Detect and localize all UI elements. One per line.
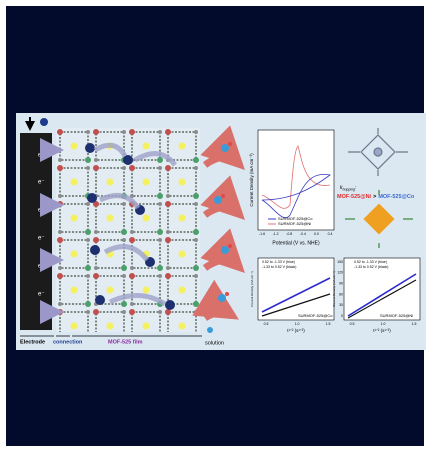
tick-label: 120 xyxy=(337,271,343,275)
legend: -1.33 to 0.52 V (black) xyxy=(262,265,296,269)
tick-label: -0.4 xyxy=(300,232,306,236)
tick-label: -1.6 xyxy=(259,232,265,236)
film-label: MOF-525 film xyxy=(108,339,143,345)
tick-label: 1.0 xyxy=(381,322,386,326)
legend: 0.52 to -1.33 V (blue) xyxy=(262,260,295,264)
y-label: Current Density (mA cm⁻²) xyxy=(332,271,336,306)
subscript: hopping xyxy=(343,187,356,191)
electron: e⁻ xyxy=(38,264,45,270)
x-label: t¹ᐟ² (s¹ᐟ²) xyxy=(287,328,305,333)
electron: e⁻ xyxy=(38,153,45,159)
cv-panel: Current Density (mA cm⁻²) Potential (V v… xyxy=(249,130,334,246)
connection-label: connection xyxy=(53,339,83,345)
tick-label: 30 xyxy=(339,303,343,307)
hopping-order: MOF-525@Ni>MOF-525@Co xyxy=(337,194,415,200)
electrode-label: Electrode xyxy=(20,339,45,345)
plot-name: SURMOF-525@Co xyxy=(298,313,333,318)
solution-label: solution xyxy=(205,340,224,346)
cv-legend: SURMOF-525@Ni xyxy=(278,221,311,226)
tick-label: 90 xyxy=(339,282,343,286)
left: MOF-525@Ni xyxy=(337,194,372,200)
y-label: Current Density (mA cm⁻²) xyxy=(250,271,254,306)
tick-label: 1.5 xyxy=(326,322,331,326)
cv-y-label: Current Density (mA cm⁻²) xyxy=(249,153,254,207)
tick-label: 150 xyxy=(337,260,343,264)
op: > xyxy=(373,194,376,200)
tick-label: 0.0 xyxy=(314,232,319,236)
plot-name: SURMOF-525@Ni xyxy=(380,313,413,318)
electrode xyxy=(20,133,52,330)
tick-label: 0.5 xyxy=(350,322,355,326)
tick-label: 0 xyxy=(341,314,343,318)
tick-label: -1.2 xyxy=(273,232,279,236)
right: MOF-525@Co xyxy=(378,194,415,200)
electron: e⁻ xyxy=(38,180,45,186)
tick-label: 1.0 xyxy=(295,322,300,326)
tick-label: -0.8 xyxy=(286,232,292,236)
legend: 0.52 to -1.33 V (blue) xyxy=(354,260,387,264)
electron-ball xyxy=(40,118,48,126)
tick-label: 1.5 xyxy=(412,322,417,326)
electron: e⁻ xyxy=(38,208,45,214)
electron: e⁻ xyxy=(38,292,45,298)
legend: -1.33 to 0.52 V (black) xyxy=(354,265,388,269)
tick-label: 0.4 xyxy=(328,232,333,236)
figure: e⁻ e⁻ e⁻ e⁻ e⁻ e⁻ Electrode connection M… xyxy=(0,0,430,452)
tick-label: 0.5 xyxy=(264,322,269,326)
electron: e⁻ xyxy=(38,236,45,242)
x-label: t¹ᐟ² (s¹ᐟ²) xyxy=(373,328,391,333)
page: e⁻ e⁻ e⁻ e⁻ e⁻ e⁻ Electrode connection M… xyxy=(0,0,430,452)
cv-x-label: Potential (V vs. NHE) xyxy=(272,240,320,246)
tick-label: 60 xyxy=(339,292,343,296)
